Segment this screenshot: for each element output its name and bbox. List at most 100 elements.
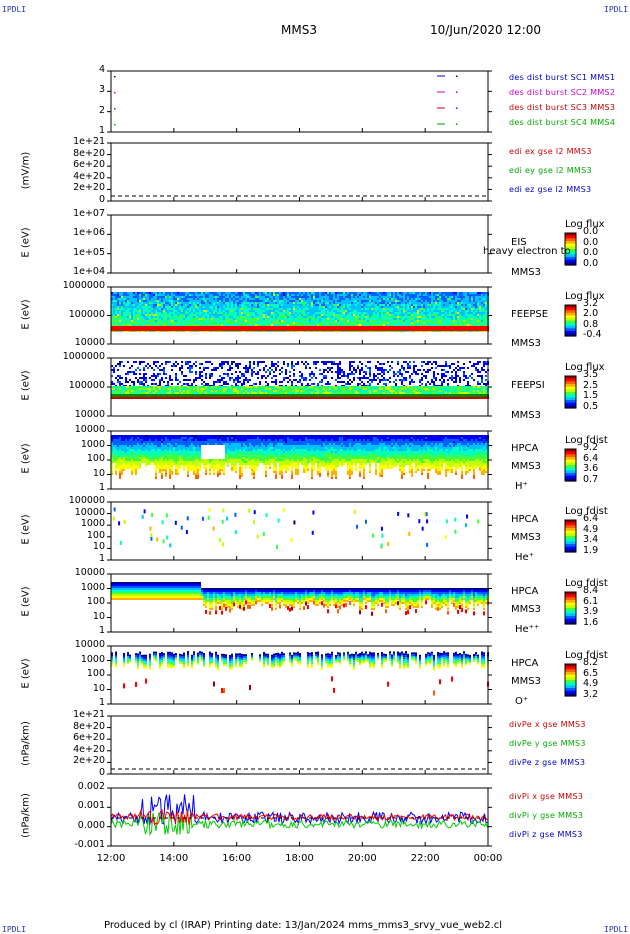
- p4-cell: [315, 298, 317, 300]
- p4-cell: [145, 314, 147, 316]
- p4-cell: [129, 308, 131, 310]
- p5-cell: [197, 392, 199, 394]
- p4-cell: [249, 320, 251, 322]
- p5-cell: [127, 397, 129, 399]
- p4-cell: [231, 324, 233, 326]
- p5-cell: [177, 397, 179, 399]
- p4-cell: [435, 292, 437, 294]
- p4-cell: [293, 294, 295, 296]
- p4-cell: [131, 320, 133, 322]
- p4-cell: [117, 326, 119, 331]
- p4-cell: [351, 304, 353, 306]
- p4-cell: [165, 320, 167, 322]
- p4-cell: [345, 292, 347, 294]
- p5-cell: [245, 365, 247, 367]
- p4-cell: [295, 324, 297, 326]
- p4-cell: [193, 298, 195, 300]
- p4-cell: [389, 316, 391, 318]
- p4-cell: [389, 296, 391, 298]
- p4-cell: [335, 306, 337, 308]
- p4-cell: [367, 294, 369, 296]
- p4-cell: [331, 320, 333, 322]
- p5-cell: [113, 390, 115, 392]
- p4-cell: [355, 318, 357, 320]
- p4-cell: [237, 296, 239, 298]
- p4-cell: [327, 326, 329, 331]
- p4-cell: [127, 318, 129, 320]
- p4-cell: [247, 292, 249, 294]
- p4-cell: [141, 294, 143, 296]
- p4-cell: [327, 304, 329, 306]
- p4-cell: [395, 294, 397, 296]
- p4-cell: [477, 312, 479, 314]
- p4-cell: [261, 306, 263, 308]
- p4-cell: [345, 324, 347, 326]
- p4-cell: [199, 312, 201, 314]
- p4-cell: [229, 298, 231, 300]
- p4-cell: [189, 300, 191, 302]
- p4-cell: [177, 312, 179, 314]
- p4-cell: [179, 294, 181, 296]
- p4-cell: [127, 322, 129, 324]
- p4-cell: [361, 318, 363, 320]
- p4-cell: [249, 306, 251, 308]
- p4-cell: [431, 302, 433, 304]
- p4-cell: [473, 308, 475, 310]
- p4-cell: [143, 302, 145, 304]
- p4-cell: [447, 322, 449, 324]
- p4-cell: [133, 324, 135, 326]
- p4-cell: [231, 318, 233, 320]
- p4-cell: [309, 306, 311, 308]
- p5-cell: [181, 367, 183, 369]
- p4-cell: [355, 312, 357, 314]
- p4-cell: [355, 294, 357, 296]
- p5-cell: [207, 361, 209, 363]
- p4-cell: [123, 312, 125, 314]
- p4-cell: [425, 314, 427, 316]
- p5-cell: [141, 397, 143, 399]
- p5-cell: [157, 390, 159, 392]
- p4-cell: [281, 310, 283, 312]
- p4-cell: [301, 292, 303, 294]
- p4-cell: [411, 296, 413, 298]
- p4-cell: [437, 318, 439, 320]
- p4-cell: [337, 302, 339, 304]
- p4-cell: [227, 292, 229, 294]
- p4-cell: [315, 312, 317, 314]
- p4-cell: [323, 326, 325, 331]
- p5-cell: [173, 386, 175, 388]
- p5-cell: [121, 388, 123, 390]
- p4-cell: [211, 294, 213, 296]
- p4-cell: [455, 296, 457, 298]
- p4-cell: [145, 320, 147, 322]
- p4-cell: [217, 310, 219, 312]
- p5-cell: [171, 390, 173, 392]
- p4-cell: [445, 300, 447, 302]
- p4-cell: [463, 294, 465, 296]
- p4-cell: [375, 320, 377, 322]
- p4-cell: [317, 322, 319, 324]
- p5-cell: [183, 397, 185, 399]
- p4-cell: [117, 292, 119, 294]
- p4-cell: [411, 320, 413, 322]
- p4-cell: [329, 294, 331, 296]
- p4-cell: [463, 296, 465, 298]
- p4-cell: [205, 312, 207, 314]
- p4-cell: [343, 326, 345, 331]
- p4-cell: [133, 294, 135, 296]
- p4-cell: [353, 324, 355, 326]
- p4-cell: [345, 314, 347, 316]
- p4-cell: [245, 324, 247, 326]
- p5-cell: [187, 390, 189, 392]
- p4-cell: [323, 300, 325, 302]
- p5-cell: [117, 386, 119, 388]
- p4-cell: [199, 298, 201, 300]
- p4-cell: [331, 306, 333, 308]
- p4-cell: [217, 316, 219, 318]
- p5-cell: [225, 390, 227, 392]
- p5-cell: [227, 390, 229, 392]
- p4-cell: [321, 322, 323, 324]
- p4-cell: [375, 300, 377, 302]
- p4-cell: [385, 294, 387, 296]
- p4-cell: [121, 310, 123, 312]
